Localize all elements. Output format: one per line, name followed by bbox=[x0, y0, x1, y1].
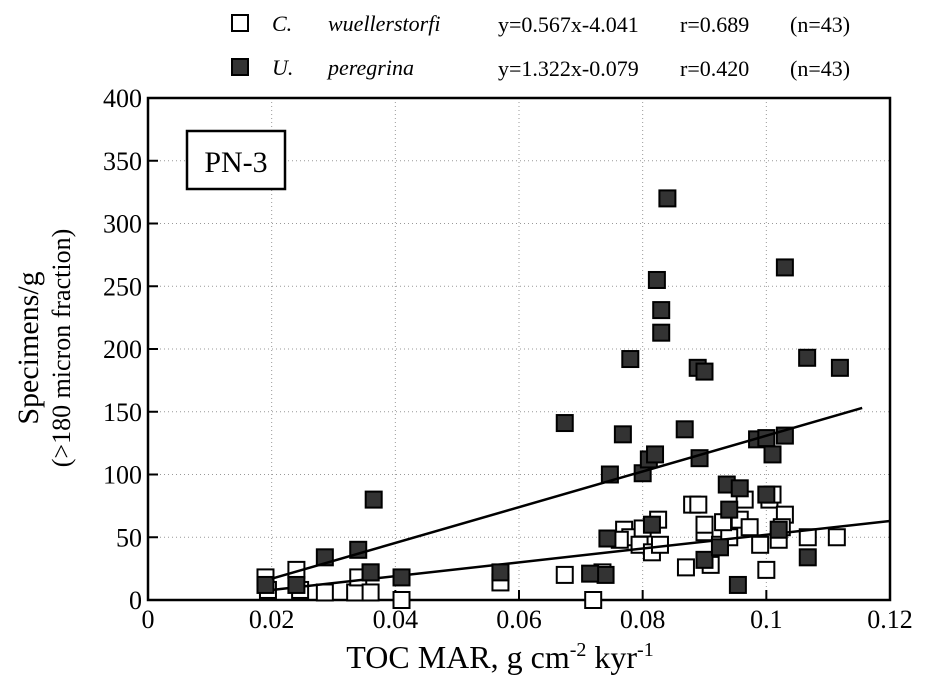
y-tick-label: 250 bbox=[103, 272, 142, 301]
marker bbox=[621, 350, 640, 369]
x-tick-label: 0.04 bbox=[373, 605, 419, 634]
marker bbox=[830, 358, 849, 377]
marker bbox=[728, 575, 747, 594]
y-tick-label: 150 bbox=[103, 398, 142, 427]
marker bbox=[675, 420, 694, 439]
marker bbox=[740, 518, 759, 537]
x-tick-label: 0.1 bbox=[750, 605, 783, 634]
x-axis-label-part: TOC MAR, g cm bbox=[346, 639, 570, 675]
marker bbox=[769, 520, 788, 539]
x-tick-label: 0.02 bbox=[249, 605, 295, 634]
y-tick-label: 50 bbox=[116, 523, 142, 552]
y-tick-label: 100 bbox=[103, 461, 142, 490]
x-axis-label: TOC MAR, g cm-2 kyr-1 bbox=[346, 639, 653, 675]
marker bbox=[581, 564, 600, 583]
legend-stat: r=0.689 bbox=[680, 12, 749, 37]
marker bbox=[652, 323, 671, 342]
marker bbox=[658, 189, 677, 208]
marker bbox=[361, 563, 380, 582]
marker bbox=[757, 560, 776, 579]
marker bbox=[647, 270, 666, 289]
marker bbox=[642, 515, 661, 534]
marker bbox=[646, 445, 665, 464]
x-axis-label-part: -1 bbox=[637, 639, 654, 661]
marker bbox=[555, 565, 574, 584]
legend-stat: y=0.567x-4.041 bbox=[498, 12, 639, 37]
marker bbox=[652, 301, 671, 320]
x-tick-label: 0 bbox=[142, 605, 155, 634]
marker bbox=[751, 535, 770, 554]
y-axis-label: (>180 micron fraction) bbox=[47, 229, 76, 467]
marker bbox=[695, 515, 714, 534]
y-axis-label: Specimens/g bbox=[12, 271, 45, 424]
y-tick-label: 400 bbox=[103, 84, 142, 113]
marker bbox=[775, 258, 794, 277]
x-tick-label: 0.12 bbox=[867, 605, 913, 634]
marker bbox=[798, 348, 817, 367]
y-tick-label: 350 bbox=[103, 147, 142, 176]
annotation-box bbox=[185, 129, 287, 191]
annotation: PN-3 bbox=[204, 146, 267, 179]
trendline bbox=[271, 406, 863, 580]
marker bbox=[676, 558, 695, 577]
marker bbox=[720, 500, 739, 519]
marker bbox=[256, 575, 275, 594]
marker bbox=[392, 591, 411, 609]
marker bbox=[555, 414, 574, 433]
legend-genus: U. bbox=[272, 55, 293, 80]
marker bbox=[364, 490, 383, 509]
marker bbox=[596, 565, 615, 584]
marker bbox=[695, 362, 714, 381]
marker bbox=[392, 568, 411, 587]
marker bbox=[315, 583, 334, 602]
legend-stat: (n=43) bbox=[790, 12, 850, 37]
x-axis-label-part: kyr bbox=[586, 639, 637, 675]
legend-species: peregrina bbox=[326, 55, 414, 80]
marker bbox=[695, 550, 714, 569]
legend-stat: r=0.420 bbox=[680, 56, 749, 81]
x-tick-label: 0.08 bbox=[620, 605, 666, 634]
marker bbox=[730, 479, 749, 498]
marker bbox=[598, 529, 617, 548]
marker bbox=[827, 528, 846, 547]
marker bbox=[757, 485, 776, 504]
x-tick-label: 0.06 bbox=[496, 605, 542, 634]
marker bbox=[491, 563, 510, 582]
y-tick-label: 300 bbox=[103, 210, 142, 239]
marker bbox=[710, 538, 729, 557]
marker bbox=[689, 495, 708, 514]
legend-stat: (n=43) bbox=[790, 56, 850, 81]
y-tick-label: 0 bbox=[129, 586, 142, 615]
marker bbox=[798, 548, 817, 567]
legend-marker bbox=[231, 14, 249, 32]
marker bbox=[287, 575, 306, 594]
legend-stat: y=1.322x-0.079 bbox=[498, 56, 639, 81]
x-axis-label-part: -2 bbox=[570, 639, 587, 661]
marker bbox=[361, 583, 380, 602]
legend-genus: C. bbox=[272, 11, 292, 36]
marker bbox=[584, 591, 603, 609]
plot-frame bbox=[146, 96, 892, 602]
legend-species: wuellerstorfi bbox=[328, 11, 440, 36]
marker bbox=[763, 445, 782, 464]
marker bbox=[613, 425, 632, 444]
y-tick-label: 200 bbox=[103, 335, 142, 364]
legend-marker bbox=[231, 58, 249, 76]
marker bbox=[346, 583, 365, 602]
